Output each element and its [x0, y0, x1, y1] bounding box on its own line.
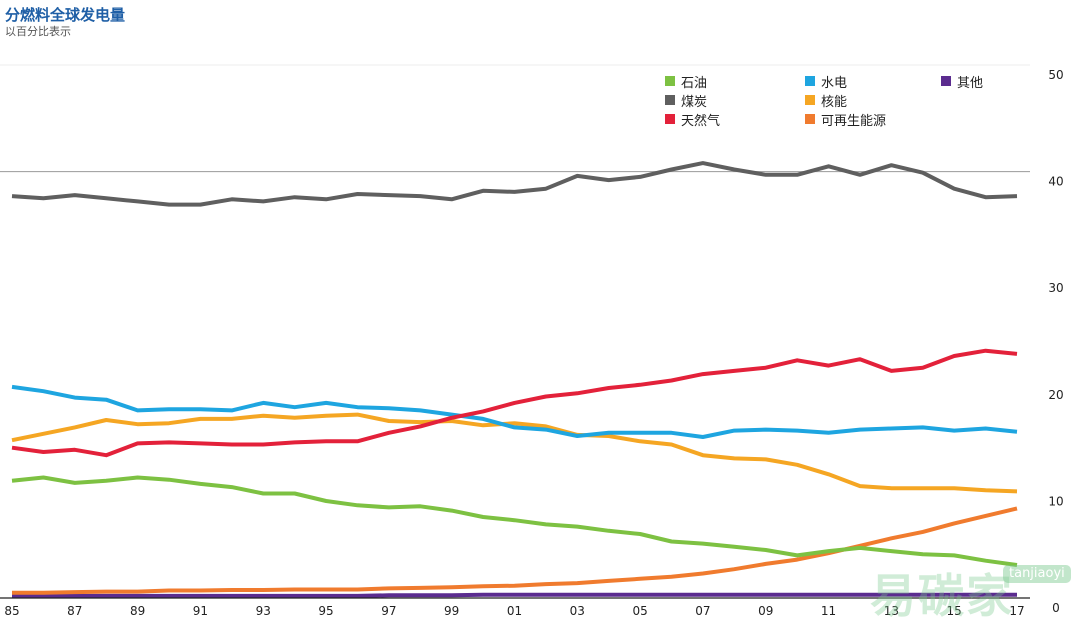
legend-label: 水电	[821, 75, 848, 91]
x-tick-label: 01	[507, 604, 522, 618]
x-tick-label: 95	[318, 604, 333, 618]
legend-swatch	[665, 95, 675, 105]
y-tick-label: 10	[1048, 494, 1063, 508]
x-tick-label: 05	[632, 604, 647, 618]
x-tick-label: 91	[193, 604, 208, 618]
x-tick-label: 17	[1009, 604, 1024, 618]
watermark-badge: tanjiaoyi	[1003, 565, 1071, 583]
legend: 石油 水电 其他 煤炭 核能 天然气 可再生能源	[665, 72, 1021, 129]
legend-label: 天然气	[681, 113, 721, 129]
x-tick-label: 13	[884, 604, 899, 618]
watermark-badge-text: tanjiaoyi	[1009, 566, 1065, 581]
y-tick-label: 0	[1052, 601, 1060, 615]
series-line-其他	[12, 592, 1017, 598]
legend-swatch	[665, 114, 675, 124]
x-tick-label: 07	[695, 604, 710, 618]
x-tick-label: 09	[758, 604, 773, 618]
series-line-水电	[11, 384, 1018, 439]
watermark-logo: 易碳家	[870, 569, 1014, 623]
x-tick-label: 89	[130, 604, 145, 618]
legend-item-nuclear: 核能	[805, 91, 941, 110]
legend-label: 可再生能源	[821, 113, 887, 129]
legend-item-oil: 石油	[665, 72, 805, 91]
x-tick-label: 85	[4, 604, 19, 618]
legend-swatch	[805, 76, 815, 86]
y-tick-label: 40	[1048, 175, 1063, 189]
legend-item-hydro: 水电	[805, 72, 941, 91]
series-line-天然气	[11, 348, 1018, 458]
x-tick-label: 15	[947, 604, 962, 618]
x-tick-label: 93	[256, 604, 271, 618]
legend-label: 石油	[681, 75, 708, 91]
legend-swatch	[665, 76, 675, 86]
x-tick-label: 99	[444, 604, 459, 618]
y-tick-label: 20	[1048, 388, 1063, 402]
x-tick-label: 97	[381, 604, 396, 618]
legend-item-renewables: 可再生能源	[805, 110, 941, 129]
legend-swatch	[941, 76, 951, 86]
y-tick-label: 50	[1048, 68, 1063, 82]
series-line-煤炭	[11, 161, 1018, 207]
legend-label: 核能	[821, 94, 848, 110]
x-tick-label: 03	[570, 604, 585, 618]
series-line-核能	[11, 412, 1018, 494]
y-tick-label: 30	[1048, 281, 1063, 295]
legend-label: 煤炭	[681, 94, 708, 110]
legend-item-other: 其他	[941, 72, 1021, 91]
legend-item-coal: 煤炭	[665, 91, 805, 110]
chart-subtitle: 以百分比表示	[5, 25, 71, 38]
legend-swatch	[805, 114, 815, 124]
x-tick-label: 87	[67, 604, 82, 618]
chart-title: 分燃料全球发电量	[5, 6, 126, 24]
legend-label: 其他	[957, 75, 984, 91]
series-line-石油	[11, 475, 1018, 567]
x-tick-label: 11	[821, 604, 836, 618]
legend-swatch	[805, 95, 815, 105]
legend-item-gas: 天然气	[665, 110, 805, 129]
